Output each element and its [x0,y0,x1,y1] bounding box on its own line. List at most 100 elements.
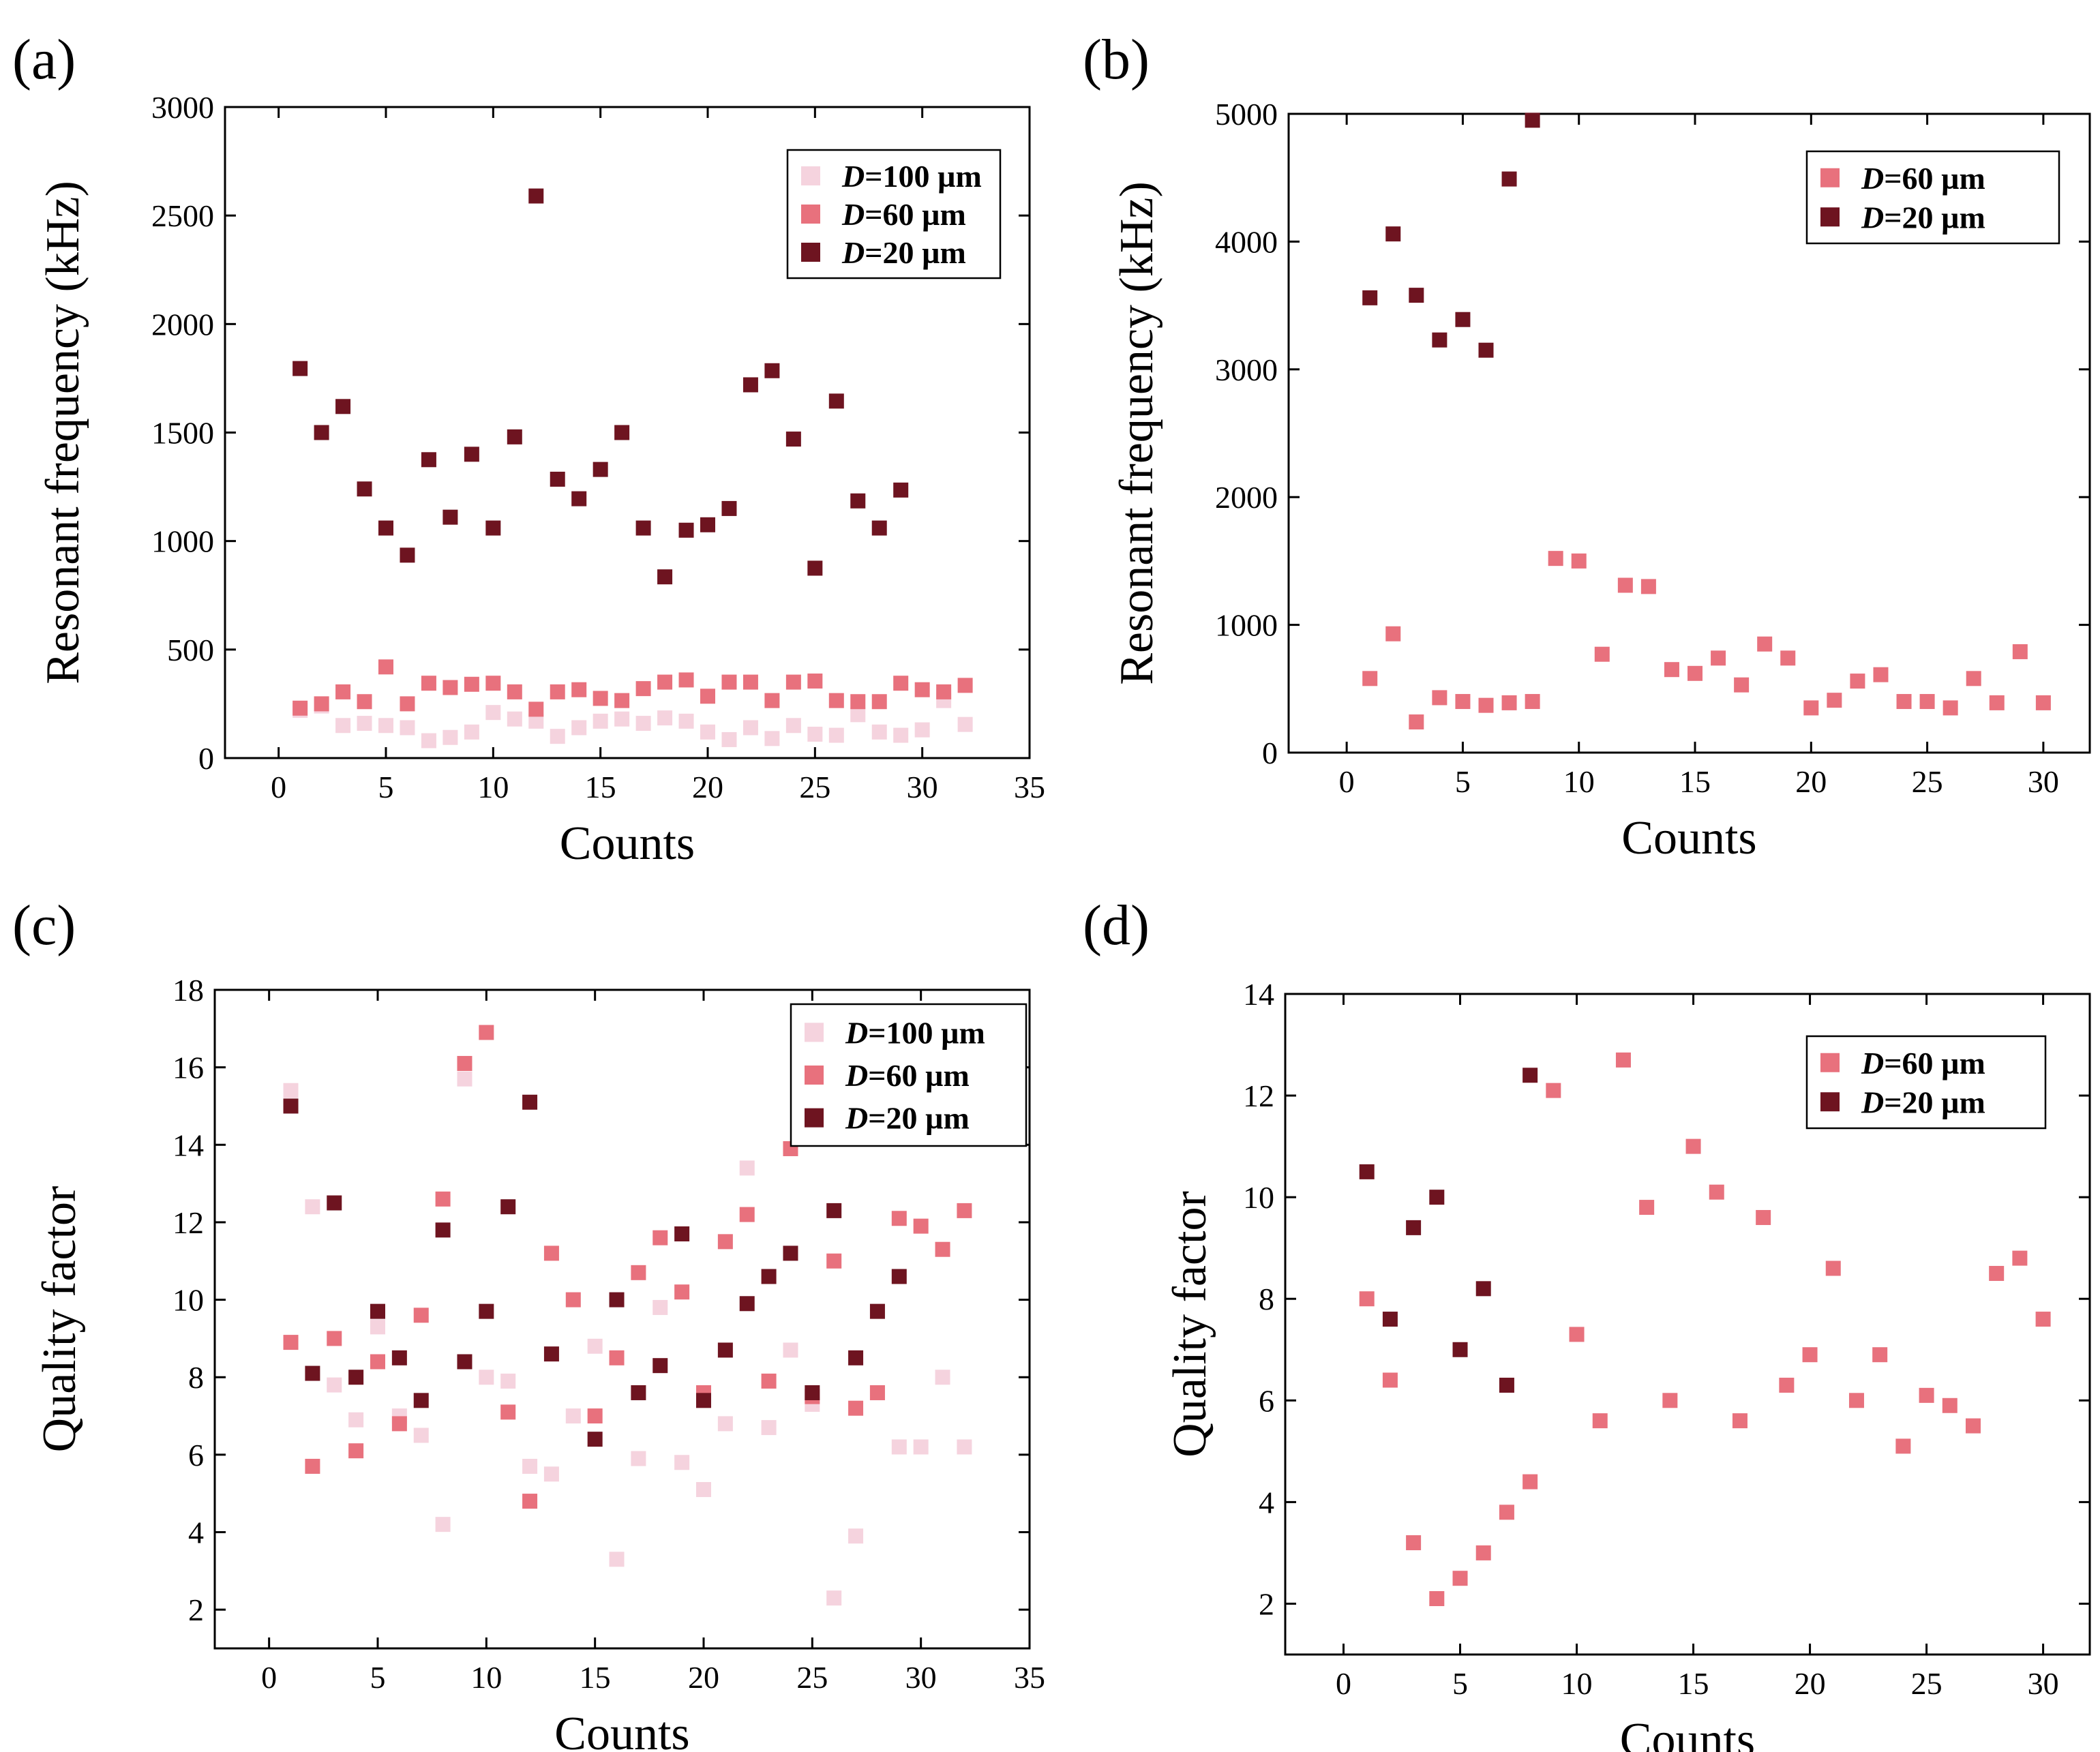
legend-variable: D [845,1058,868,1093]
x-tick-label: 30 [2028,1666,2059,1701]
data-point [807,673,823,689]
data-point [1780,650,1796,666]
y-tick-label: 12 [1243,1078,1274,1113]
data-point [871,520,887,536]
data-point [464,724,479,740]
data-point [893,727,909,743]
data-point [828,727,844,743]
data-point [292,700,308,716]
y-tick-label: 3000 [151,90,214,125]
x-tick-label: 20 [688,1660,719,1695]
data-point [442,509,458,525]
data-point [2012,644,2028,659]
x-axis-title: Counts [554,1708,689,1752]
data-point [678,672,694,688]
series-d100 [283,1071,972,1606]
data-point [696,1482,711,1498]
data-point [592,691,608,706]
data-point [314,425,329,440]
data-point [378,659,393,675]
data-point [435,1517,451,1532]
y-tick-label: 4000 [1215,224,1278,259]
data-point [305,1199,320,1215]
x-tick-label: 35 [1014,1660,1045,1695]
y-axis-title: Resonant frequency (kHz) [1111,181,1163,685]
legend: D=100 µmD=60 µmD=20 µm [790,1003,1028,1147]
legend-value: =100 µm [865,159,982,194]
y-tick-label: 18 [172,973,204,1008]
y-tick-label: 3000 [1215,352,1278,387]
data-point [421,733,436,749]
x-tick-label: 20 [1795,1666,1826,1701]
legend-swatch-d100 [801,166,820,185]
data-point [1385,226,1401,242]
data-point [657,710,673,726]
data-point [850,493,866,509]
y-tick-label: 0 [1262,736,1278,770]
x-tick-label: 5 [370,1660,386,1695]
data-point [891,1439,907,1455]
data-point [1501,695,1517,710]
data-point [370,1303,385,1319]
data-point [1571,553,1587,569]
data-point [1615,1052,1631,1068]
data-point [913,1218,929,1234]
x-tick-label: 25 [1912,764,1943,799]
data-point [891,1269,907,1284]
data-point [614,711,630,727]
data-point [914,682,930,697]
data-point [913,1439,929,1455]
data-point [335,684,351,699]
data-point [348,1412,364,1428]
legend-variable: D [1861,1085,1884,1119]
data-point [479,1025,494,1040]
legend: D=100 µmD=60 µmD=20 µm [786,149,1002,280]
x-tick-label: 10 [477,770,509,804]
data-point [2012,1250,2028,1266]
legend-variable: D [841,159,865,194]
data-point [807,726,823,742]
data-point [1640,579,1656,594]
data-point [1592,1413,1608,1429]
data-point [413,1428,429,1443]
x-tick-label: 30 [2028,764,2059,799]
chart-panel-a: (a) 0 5 10 15 20 25 30 35 0 500 1000 1500 2000 2500 300… [12,28,1045,870]
legend-label-d60: D=60 µm [1861,1046,1985,1081]
data-point [1989,695,2005,710]
legend-label-d60: D=60 µm [845,1058,970,1093]
data-point [785,432,801,447]
series-d20 [1359,1068,1538,1393]
legend-swatch-d20 [801,243,820,262]
data-point [652,1299,668,1315]
data-point [721,500,737,516]
data-point [1452,1342,1468,1357]
data-point [1382,1312,1398,1327]
chart-panel-c: (c) 0 5 10 15 20 25 30 35 2 4 6 8 10 12 14 16 18 Counts Qua… [12,894,1045,1752]
data-point [609,1292,625,1308]
data-point [571,720,587,736]
legend-label-d20: D=20 µm [841,235,966,270]
data-point [850,707,866,723]
data-point [657,569,673,585]
data-point [1452,1571,1468,1586]
data-point [435,1222,451,1238]
data-point [1359,1291,1375,1307]
data-point [335,718,351,734]
data-point [1499,1505,1514,1520]
data-point [507,711,522,727]
legend-variable: D [1861,1046,1884,1081]
data-point [587,1432,603,1447]
data-point [957,678,973,693]
legend-value: =20 µm [1884,1085,1985,1119]
panel-label: (b) [1083,28,1150,91]
data-point [314,696,329,712]
data-point [357,694,372,710]
data-point [614,693,630,708]
data-point [479,1303,494,1319]
data-point [1455,694,1471,710]
data-point [631,1265,646,1280]
data-point [848,1400,864,1416]
data-point [1734,677,1750,693]
data-point [327,1195,342,1211]
legend-variable: D [1861,200,1884,235]
